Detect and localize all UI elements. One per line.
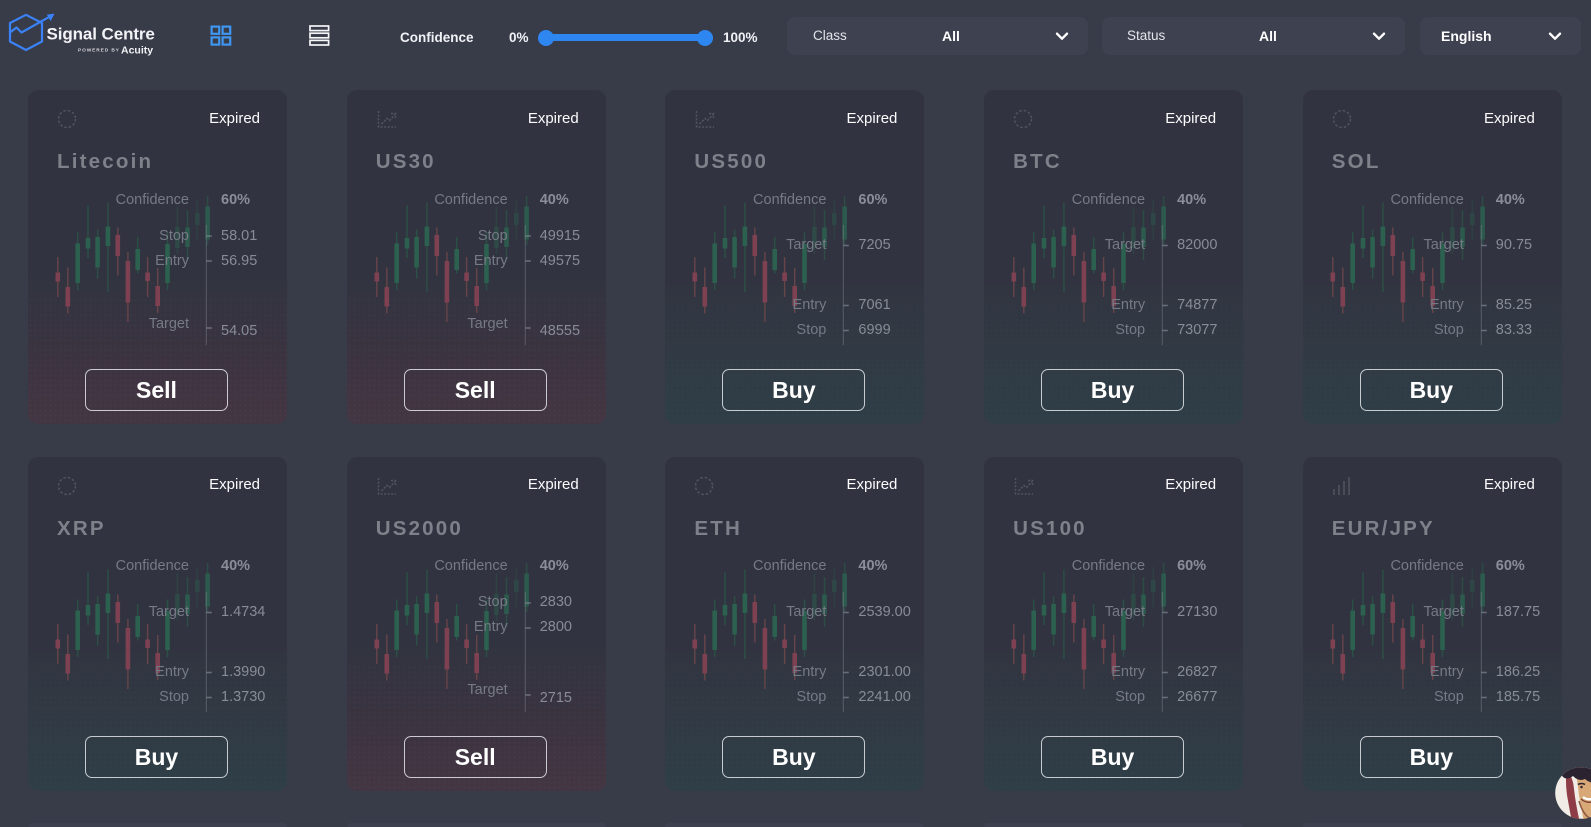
svg-text:Acuity: Acuity: [121, 45, 153, 57]
svg-text:Signal Centre: Signal Centre: [47, 25, 155, 44]
svg-text:POWERED BY: POWERED BY: [78, 48, 120, 54]
